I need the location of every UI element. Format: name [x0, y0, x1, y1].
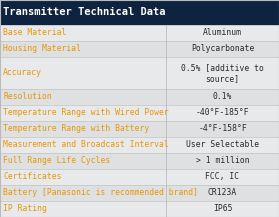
- Bar: [0, 185, 166, 201]
- Text: Temperature Range with Battery: Temperature Range with Battery: [3, 125, 150, 133]
- Bar: [0, 0, 279, 25]
- Text: Accuracy: Accuracy: [3, 69, 42, 77]
- Bar: [166, 137, 279, 153]
- Bar: [166, 153, 279, 169]
- Bar: [166, 25, 279, 41]
- Text: 0.5% [additive to
source]: 0.5% [additive to source]: [181, 63, 264, 83]
- Text: Full Range Life Cycles: Full Range Life Cycles: [3, 156, 110, 166]
- Text: -40°F-185°F: -40°F-185°F: [196, 108, 249, 117]
- Bar: [0, 25, 166, 41]
- Text: Aluminum: Aluminum: [203, 28, 242, 38]
- Text: Certificates: Certificates: [3, 173, 62, 181]
- Text: IP65: IP65: [213, 204, 232, 214]
- Bar: [0, 121, 166, 137]
- Bar: [166, 41, 279, 57]
- Bar: [166, 105, 279, 121]
- Bar: [0, 153, 166, 169]
- Text: Transmitter Technical Data: Transmitter Technical Data: [3, 7, 166, 18]
- Text: -4°F-158°F: -4°F-158°F: [198, 125, 247, 133]
- Text: Measurement and Broadcast Interval: Measurement and Broadcast Interval: [3, 140, 169, 150]
- Bar: [0, 169, 166, 185]
- Bar: [166, 185, 279, 201]
- Text: CR123A: CR123A: [208, 189, 237, 197]
- Text: Housing Material: Housing Material: [3, 44, 81, 53]
- Bar: [166, 57, 279, 89]
- Bar: [166, 169, 279, 185]
- Text: IP Rating: IP Rating: [3, 204, 47, 214]
- Bar: [0, 89, 166, 105]
- Bar: [166, 89, 279, 105]
- Text: 0.1%: 0.1%: [213, 92, 232, 102]
- Bar: [166, 121, 279, 137]
- Bar: [0, 137, 166, 153]
- Bar: [0, 201, 166, 217]
- Bar: [0, 57, 166, 89]
- Text: Polycarbonate: Polycarbonate: [191, 44, 254, 53]
- Bar: [0, 105, 166, 121]
- Text: Resolution: Resolution: [3, 92, 52, 102]
- Text: Base Material: Base Material: [3, 28, 67, 38]
- Bar: [0, 41, 166, 57]
- Text: Temperature Range with Wired Power: Temperature Range with Wired Power: [3, 108, 169, 117]
- Bar: [166, 201, 279, 217]
- Text: > 1 million: > 1 million: [196, 156, 249, 166]
- Text: User Selectable: User Selectable: [186, 140, 259, 150]
- Text: FCC, IC: FCC, IC: [205, 173, 240, 181]
- Text: Battery [Panasonic is recommended brand]: Battery [Panasonic is recommended brand]: [3, 189, 198, 197]
